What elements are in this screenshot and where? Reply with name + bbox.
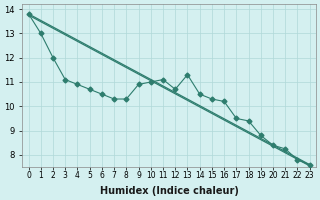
X-axis label: Humidex (Indice chaleur): Humidex (Indice chaleur) [100,186,239,196]
